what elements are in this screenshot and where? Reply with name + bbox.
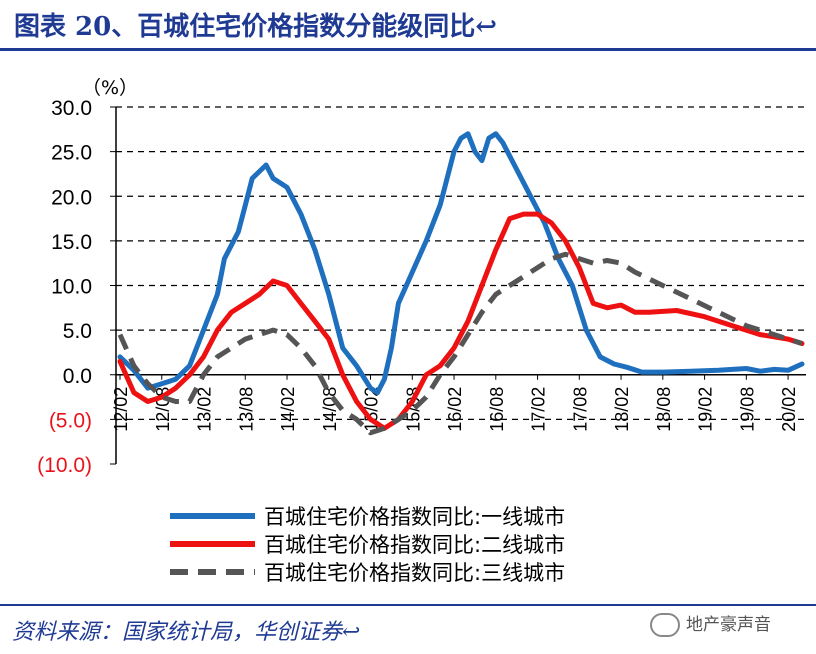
x-tick-label: 18/02 [612, 387, 632, 432]
y-tick-label: 5.0 [63, 320, 92, 343]
series-lines [117, 131, 805, 436]
y-tick-label: (5.0) [49, 409, 92, 432]
y-tick-label: 25.0 [51, 142, 92, 165]
title-divider [0, 48, 816, 51]
y-unit-label: （%） [82, 77, 138, 99]
x-tick-label: 16/08 [487, 387, 507, 432]
x-tick-label: 15/08 [403, 387, 423, 432]
y-tick-labels: 30.0 25.0 20.0 15.0 10.0 5.0 0.0 (5.0) (10.0) [37, 97, 92, 477]
series-line [117, 211, 805, 431]
watermark: 地产豪声音 [650, 610, 771, 637]
figure-title: 图表 20、百城住宅价格指数分能级同比↩ [14, 12, 498, 42]
y-tick-label: (10.0) [37, 454, 92, 477]
y-tick-label: 20.0 [51, 186, 92, 209]
axes: （%） [82, 77, 806, 465]
x-tick-label: 19/02 [696, 387, 716, 432]
source-note: 资料来源：国家统计局，华创证券↩ [12, 620, 361, 645]
x-tick-label: 14/02 [278, 387, 298, 432]
wechat-icon [650, 613, 680, 637]
legend-label: 百城住宅价格指数同比:三线城市 [264, 561, 565, 585]
source-divider [0, 604, 816, 606]
watermark-text: 地产豪声音 [686, 615, 771, 635]
x-tick-label: 16/02 [445, 387, 465, 432]
y-tick-label: 0.0 [63, 365, 92, 388]
legend: 百城住宅价格指数同比:一线城市百城住宅价格指数同比:二线城市百城住宅价格指数同比… [170, 505, 565, 585]
x-tick-label: 17/08 [570, 387, 590, 432]
x-tick-label: 19/08 [737, 387, 757, 432]
x-tick-labels: 12/02 12/08 13/02 13/08 14/02 14/08 15/02 15/08… [111, 387, 799, 432]
legend-label: 百城住宅价格指数同比:二线城市 [264, 533, 565, 557]
y-tick-label: 30.0 [51, 97, 92, 120]
series-line [117, 131, 805, 396]
legend-label: 百城住宅价格指数同比:一线城市 [264, 505, 565, 529]
y-tick-label: 10.0 [51, 276, 92, 299]
series-line [117, 251, 803, 436]
x-tick-label: 13/08 [236, 387, 256, 432]
x-tick-label: 20/02 [779, 387, 799, 432]
x-tick-label: 17/02 [529, 387, 549, 432]
x-tick-label: 18/08 [654, 387, 674, 432]
x-tick-label: 12/02 [111, 387, 131, 432]
y-tick-label: 15.0 [51, 231, 92, 254]
x-tick-label: 13/02 [195, 387, 215, 432]
x-tick-label: 14/08 [320, 387, 340, 432]
